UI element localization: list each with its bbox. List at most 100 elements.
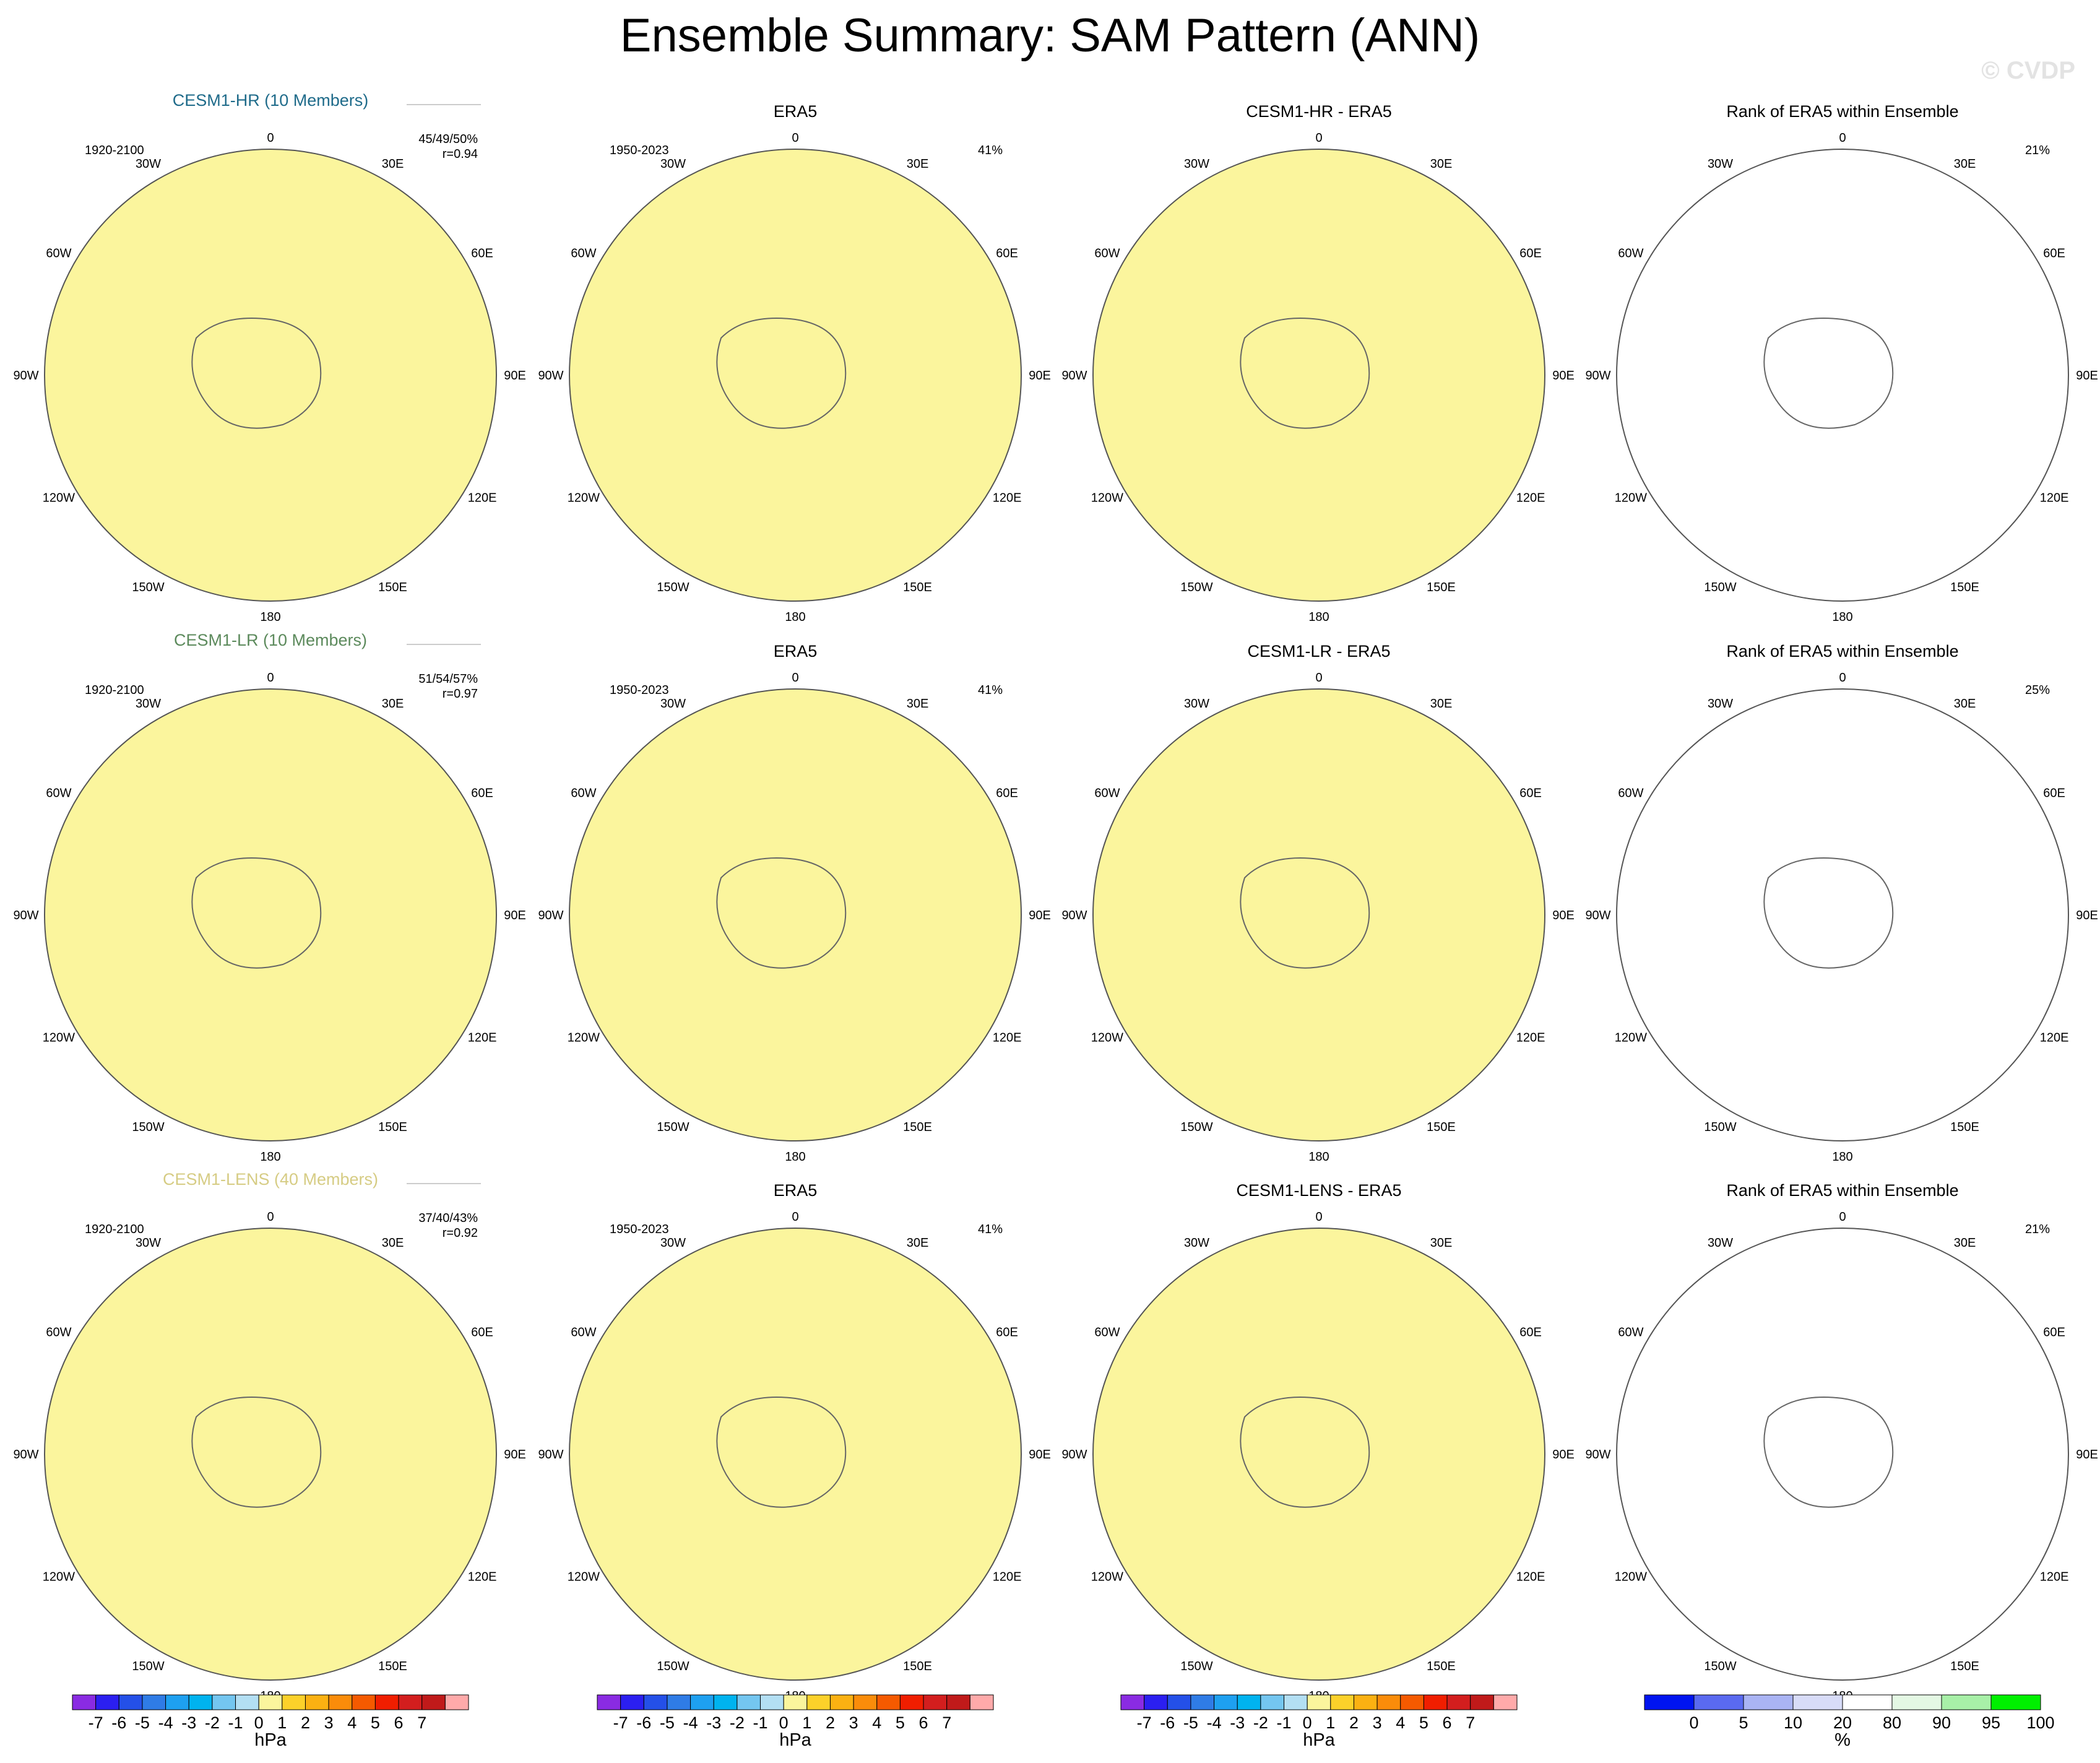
colorbar-tick-label: -7 (613, 1713, 628, 1732)
lon-label-east: 90E (504, 909, 526, 922)
colorbar-tick-label: 1 (277, 1713, 287, 1732)
map-background (569, 1228, 1021, 1680)
figure-title: Ensemble Summary: SAM Pattern (ANN) (620, 9, 1480, 62)
lon-label-east: 60E (996, 787, 1018, 800)
colorbar-swatch (72, 1694, 97, 1710)
antarctica-coastline (191, 857, 322, 969)
colorbar-tick-label: 6 (1443, 1713, 1452, 1732)
obs-title: ERA5 (774, 102, 818, 121)
colorbar-swatch (923, 1694, 948, 1710)
lon-label-west: 30W (136, 1236, 161, 1250)
colorbar-swatch (643, 1694, 668, 1710)
colorbar-tick-label: -3 (1230, 1713, 1245, 1732)
colorbar-unit-label: hPa (1303, 1730, 1335, 1750)
difference-title: CESM1-LR - ERA5 (1247, 642, 1390, 661)
colorbar-tick-label: -6 (636, 1713, 651, 1732)
lon-label-west: 60W (1618, 787, 1643, 800)
colorbar-swatch (620, 1694, 644, 1710)
colorbar-swatch (829, 1694, 854, 1710)
map-outline (44, 1228, 497, 1681)
colorbar-swatch (597, 1694, 621, 1710)
lon-label-east: 60E (996, 1326, 1018, 1340)
colorbar-swatch (1693, 1694, 1744, 1710)
colorbar-swatch (118, 1694, 143, 1710)
lon-label-west: 60W (571, 247, 596, 261)
colorbar-tick-label: -3 (181, 1713, 196, 1732)
colorbar-tick-label: 20 (1833, 1713, 1852, 1732)
model-stats: 51/54/57% (418, 672, 478, 686)
lon-label-180: 180 (1308, 1150, 1329, 1164)
colorbar-tick-label: 7 (942, 1713, 951, 1732)
model-stats: 37/40/43% (418, 1211, 478, 1225)
lon-label-west: 30W (1184, 697, 1209, 711)
rank-percent: 21% (2025, 1223, 2050, 1236)
colorbar-swatch (1237, 1694, 1261, 1710)
colorbar-tick-label: -5 (135, 1713, 150, 1732)
colorbar-swatch (1493, 1694, 1518, 1710)
lon-label-west: 150W (132, 1120, 164, 1134)
obs-title: ERA5 (774, 1181, 818, 1200)
lon-label-east: 120E (1516, 492, 1545, 505)
colorbar-tick-label: 95 (1982, 1713, 2000, 1732)
colorbar-tick-label: 80 (1883, 1713, 1901, 1732)
colorbar-tick-label: -1 (753, 1713, 768, 1732)
colorbar-tick-label: -7 (1137, 1713, 1152, 1732)
rank-title: Rank of ERA5 within Ensemble (1726, 642, 1958, 661)
map-outline (1092, 149, 1545, 602)
lon-label-east: 120E (993, 492, 1022, 505)
lon-label-east: 60E (2043, 1326, 2065, 1340)
lon-label-west: 60W (1094, 1326, 1120, 1340)
panel-r2-c2: 0 180 30W 30E 60W 60E 90W 90E 120W 120E 150W 150E ER… (538, 642, 1050, 1164)
lon-label-west: 90W (1585, 1448, 1610, 1462)
antarctica-coastline (1763, 1397, 1894, 1508)
lon-label-180: 180 (1832, 1150, 1852, 1164)
colorbar-tick-label: 5 (1739, 1713, 1748, 1732)
colorbar-tick-label: -6 (111, 1713, 126, 1732)
lon-label-east: 60E (2043, 787, 2065, 800)
model-period: 1920-2100 (85, 1223, 144, 1236)
lon-label-west: 150W (657, 581, 689, 594)
lon-label-west: 30W (660, 697, 686, 711)
colorbar-swatch (444, 1694, 469, 1710)
antarctica-coastline (1240, 857, 1370, 969)
map-outline (1092, 1228, 1545, 1681)
lon-label-east: 30E (1430, 1236, 1453, 1250)
obs-period: 1950-2023 (610, 683, 669, 697)
colorbar-swatch (1423, 1694, 1448, 1710)
lon-label-west: 60W (46, 1326, 71, 1340)
lon-label-east: 30E (1954, 1236, 1976, 1250)
map-outline (44, 149, 497, 602)
colorbar-tick-label: 6 (394, 1713, 404, 1732)
colorbar-tick-label: 90 (1932, 1713, 1951, 1732)
colorbar-swatch (1743, 1694, 1794, 1710)
map-background (1093, 149, 1545, 601)
lon-label-west: 30W (1708, 697, 1733, 711)
colorbar-tick-label: -1 (1277, 1713, 1292, 1732)
map-background (1617, 1228, 2068, 1680)
lon-label-west: 150W (657, 1660, 689, 1673)
lon-label-west: 150W (1704, 581, 1736, 594)
lon-label-west: 120W (1615, 1031, 1647, 1045)
model-period: 1920-2100 (85, 144, 144, 157)
colorbar-swatch (1891, 1694, 1942, 1710)
lon-label-0: 0 (267, 671, 274, 685)
colorbar-swatch (1260, 1694, 1285, 1710)
colorbar-tick-label: 0 (254, 1713, 264, 1732)
lon-label-east: 120E (2040, 1570, 2069, 1584)
colorbar-swatch (305, 1694, 329, 1710)
lon-label-0: 0 (1839, 131, 1846, 145)
antarctica-coastline (716, 857, 847, 969)
lon-label-west: 150W (657, 1120, 689, 1134)
panel-r3-c2: 018030W30E60W60E90W90E120W120E150W150EER… (538, 1181, 1050, 1703)
colorbar-tick-label: 5 (1419, 1713, 1428, 1732)
lon-label-west: 150W (1180, 1660, 1212, 1673)
lon-label-east: 150E (1950, 1660, 1979, 1673)
lon-label-east: 60E (2043, 247, 2065, 261)
colorbar-swatch (398, 1694, 423, 1710)
lon-label-0: 0 (1839, 671, 1846, 685)
lon-label-east: 150E (903, 1660, 932, 1673)
colorbar-tick-label: 0 (779, 1713, 789, 1732)
map-background (1617, 149, 2068, 601)
colorbar-swatch (352, 1694, 376, 1710)
lon-label-west: 120W (1091, 492, 1123, 505)
